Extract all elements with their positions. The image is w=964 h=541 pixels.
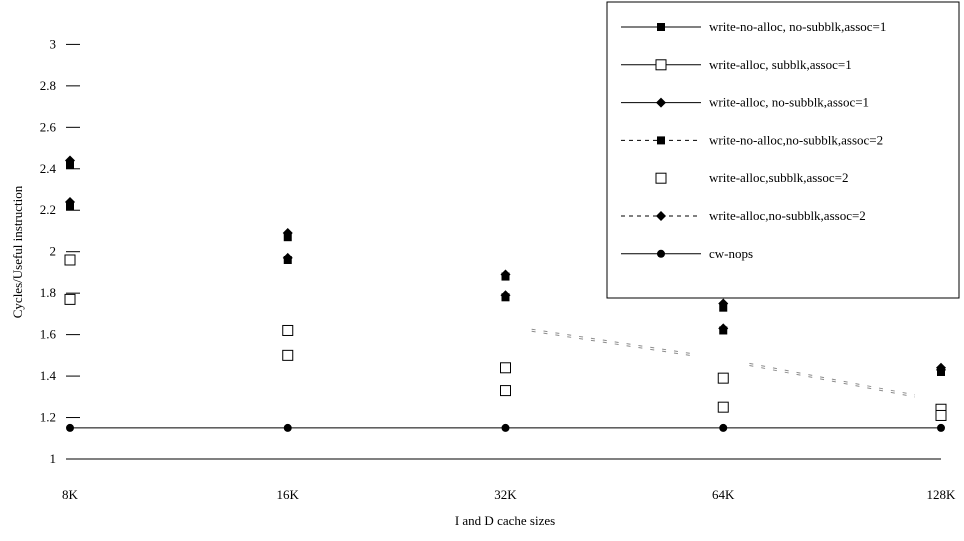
y-tick-label: 2.8 [40, 78, 56, 93]
data-point-6 [718, 323, 729, 334]
data-point-6 [282, 252, 293, 263]
legend-label: write-alloc,no-subblk,assoc=2 [709, 208, 866, 223]
legend-label: write-alloc, no-subblk,assoc=1 [709, 95, 869, 110]
y-tick-label: 2.2 [40, 202, 56, 217]
data-point-3 [282, 228, 293, 239]
data-point-3 [500, 269, 511, 280]
data-point-6 [500, 290, 511, 301]
x-axis-label: I and D cache sizes [455, 513, 555, 528]
x-tick-label: 128K [927, 487, 957, 502]
data-point-3 [718, 298, 729, 309]
axes: 1 1.2 1.4 1.6 1.8 2 2.2 2.4 2.6 2.8 3 8K 16K 32K 64K 12… [40, 36, 956, 502]
series-markers [64, 155, 947, 432]
y-tick-label: 1 [50, 451, 57, 466]
legend-label: write-alloc, subblk,assoc=1 [709, 57, 852, 72]
data-point-2 [500, 362, 511, 374]
y-tick-label: 2.4 [40, 161, 57, 176]
x-tick-label: 8K [62, 487, 79, 502]
legend-marker [655, 172, 667, 184]
x-tick-label: 32K [494, 487, 517, 502]
dashed-segments [531, 328, 915, 398]
x-tick-label: 16K [277, 487, 300, 502]
legend-marker [656, 97, 666, 108]
data-point-6 [936, 364, 946, 375]
y-tick-label: 3 [50, 36, 57, 51]
series-dashed-segment [531, 328, 698, 355]
data-point-3 [65, 155, 75, 166]
legend-label: cw-nops [709, 246, 753, 261]
data-point-7 [501, 423, 510, 432]
data-point-5 [935, 409, 947, 421]
legend-marker [657, 136, 665, 145]
data-point-7 [66, 423, 74, 432]
legend-marker [655, 59, 667, 71]
data-point-5 [717, 401, 729, 413]
legend-label: write-no-alloc,no-subblk,assoc=2 [709, 132, 883, 147]
legend-label: write-alloc,subblk,assoc=2 [709, 170, 848, 185]
data-point-2 [64, 254, 76, 266]
data-point-5 [64, 293, 76, 305]
series-dashed-segment [749, 362, 915, 396]
legend-box [606, 1, 960, 299]
data-point-5 [282, 349, 294, 361]
data-point-2 [717, 372, 729, 384]
data-point-7 [937, 423, 945, 432]
legend-marker [657, 249, 665, 258]
legend-label: write-no-alloc, no-subblk,assoc=1 [709, 19, 886, 34]
x-tick-label: 64K [712, 487, 735, 502]
series-dashed-segment [749, 364, 915, 398]
y-axis-label: Cycles/Useful instruction [10, 185, 25, 318]
y-tick-label: 2.6 [40, 119, 57, 134]
series-dashed-segment [531, 330, 698, 357]
legend: write-no-alloc, no-subblk,assoc=1 write-a… [606, 1, 960, 299]
data-point-5 [500, 385, 511, 397]
y-tick-label: 1.8 [40, 285, 56, 300]
y-tick-label: 1.6 [40, 327, 57, 342]
y-tick-label: 1.4 [40, 368, 57, 383]
legend-marker [657, 23, 665, 31]
y-tick-label: 2 [50, 244, 57, 259]
legend-marker [656, 211, 666, 221]
data-point-6 [65, 196, 75, 207]
data-point-7 [719, 423, 728, 432]
data-point-7 [283, 423, 292, 432]
y-tick-label: 1.2 [40, 410, 56, 425]
data-point-2 [282, 324, 294, 336]
